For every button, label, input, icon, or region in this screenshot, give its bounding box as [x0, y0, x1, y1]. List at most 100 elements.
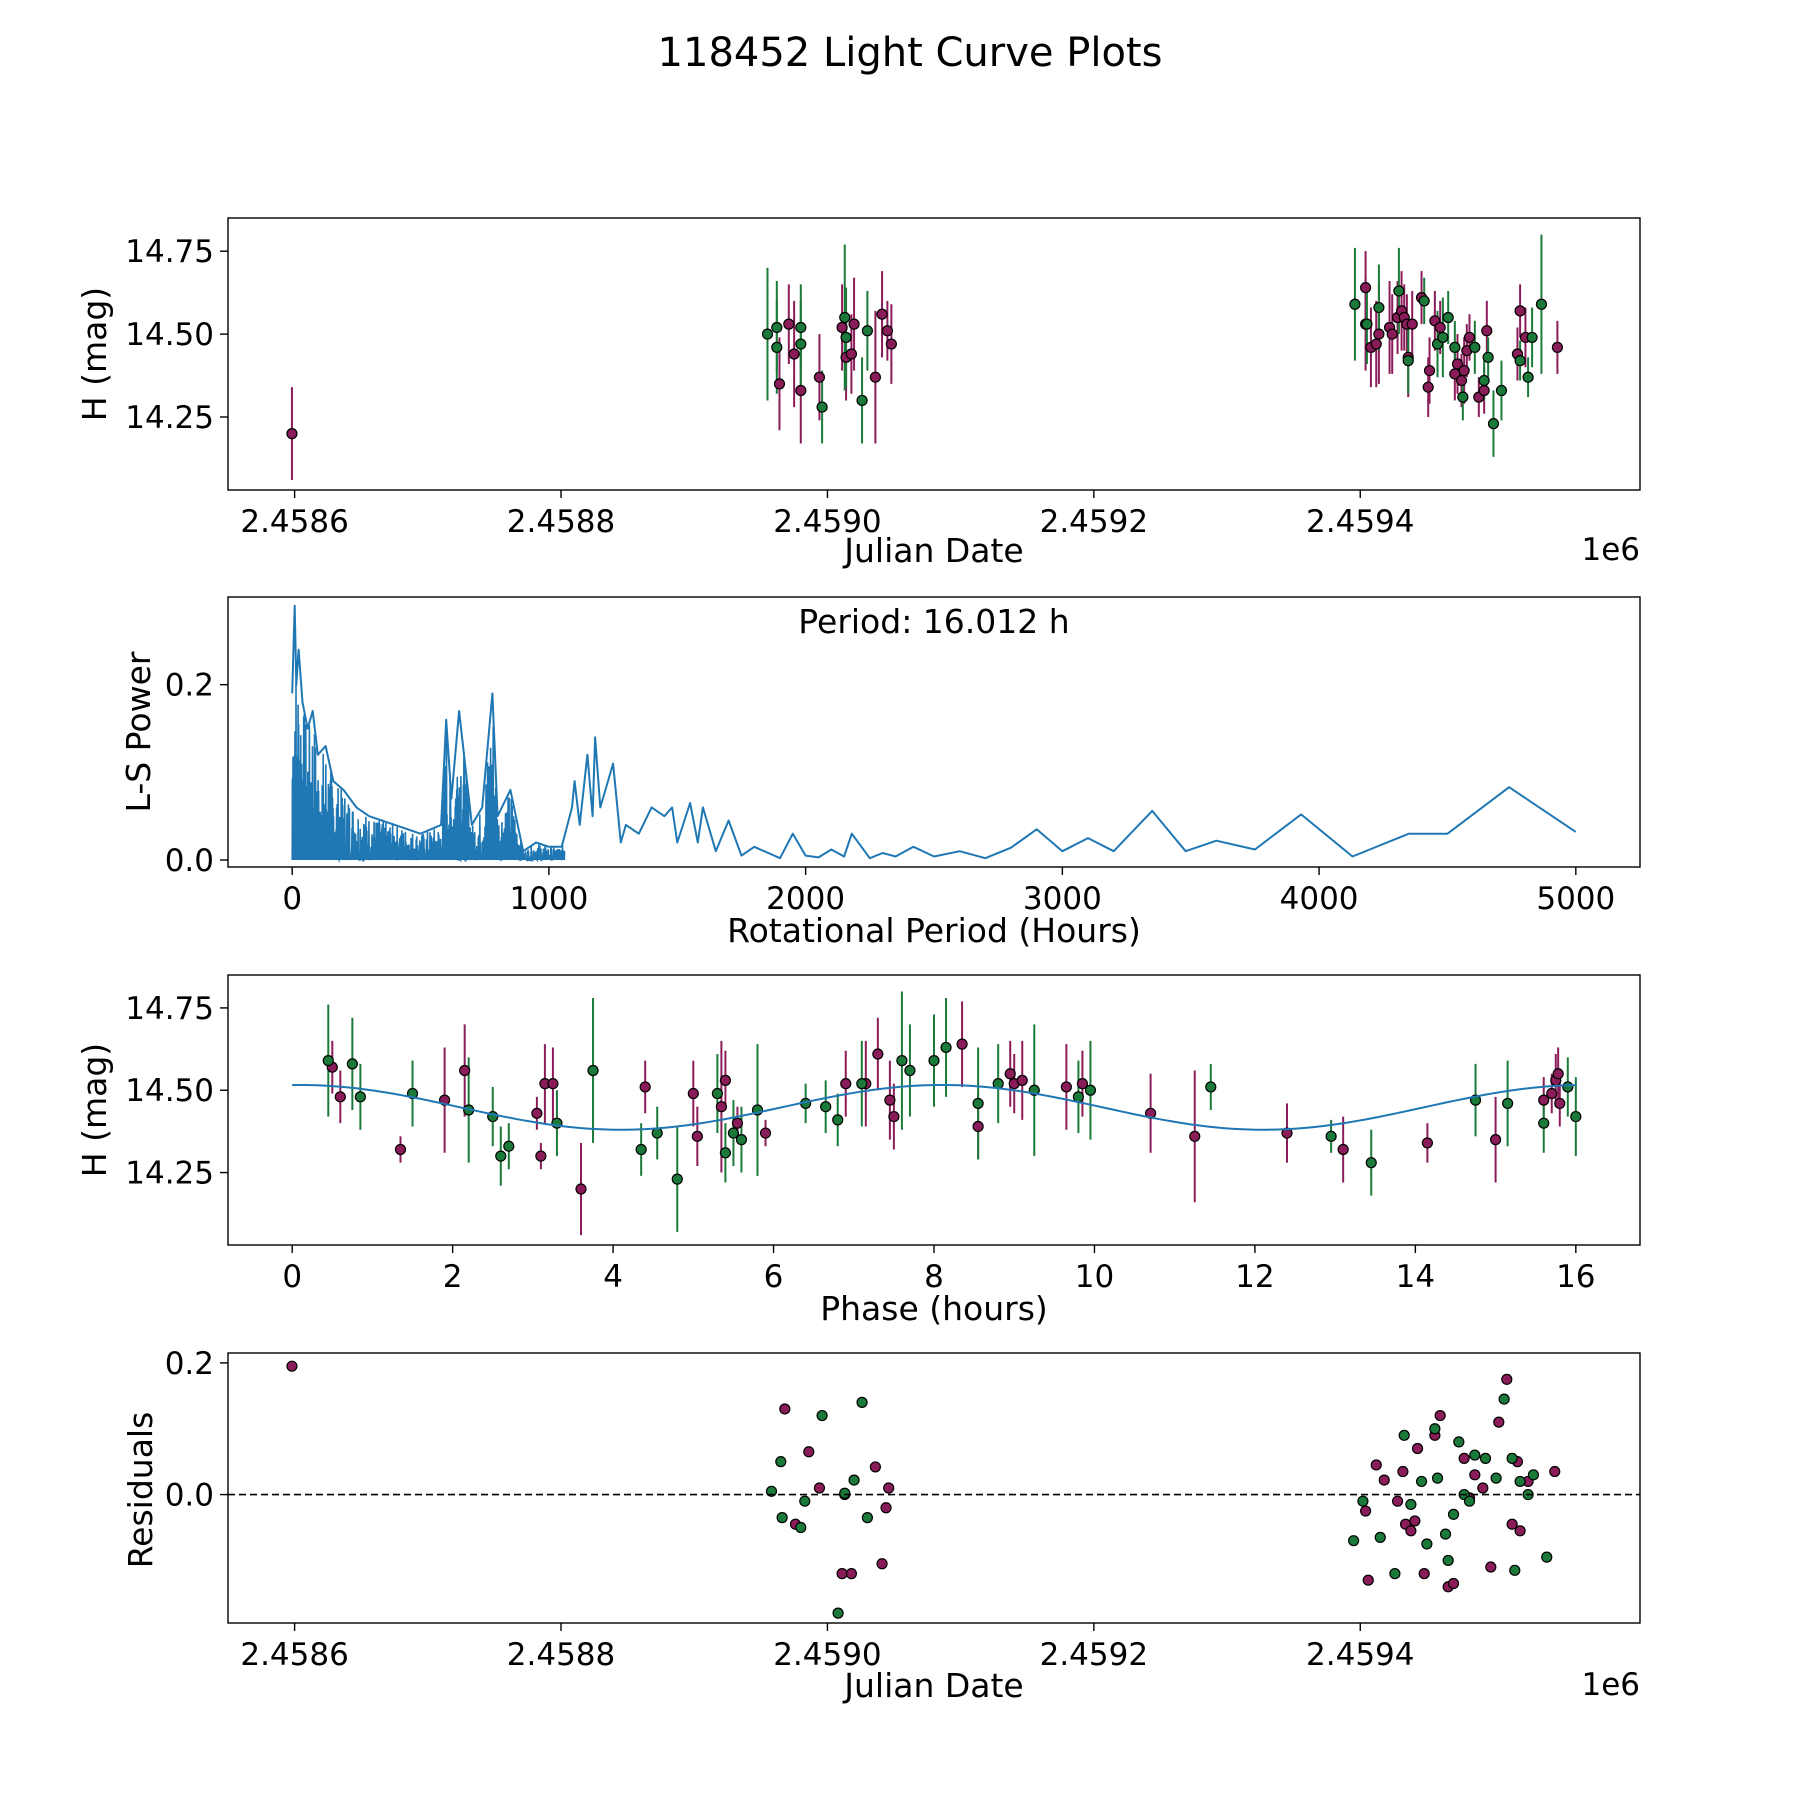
data-point	[1423, 364, 1436, 377]
data-point	[1562, 1081, 1574, 1093]
data-point	[587, 1064, 599, 1077]
data-point	[1076, 1078, 1089, 1090]
figure-title: 118452 Light Curve Plots	[658, 30, 1163, 76]
data-point	[1469, 1449, 1481, 1461]
data-point	[795, 338, 807, 350]
data-point	[896, 1055, 908, 1067]
data-point	[1453, 1436, 1465, 1448]
data-point	[1362, 1574, 1374, 1586]
data-point	[1421, 1538, 1433, 1550]
data-point	[1535, 298, 1548, 310]
data-point	[286, 428, 298, 440]
data-point	[1478, 384, 1490, 397]
data-point	[832, 1114, 844, 1126]
y-tick-label: 14.25	[125, 1156, 214, 1192]
data-point	[1485, 1561, 1497, 1573]
periodogram-marks	[291, 604, 1577, 863]
data-point	[459, 1064, 471, 1077]
data-point	[1337, 1143, 1349, 1156]
periodogram-xlabel: Rotational Period (Hours)	[727, 911, 1141, 950]
data-point	[1490, 1472, 1502, 1484]
y-tick-label: 14.50	[125, 317, 214, 353]
data-point	[872, 1048, 884, 1060]
data-point	[771, 321, 783, 334]
data-point	[856, 1078, 868, 1090]
data-point	[1370, 1459, 1382, 1471]
data-point	[346, 1058, 358, 1070]
y-tick-label: 0.0	[165, 843, 214, 879]
data-point	[795, 321, 807, 334]
x-tick-label: 14	[1396, 1259, 1435, 1295]
data-point	[1538, 1117, 1550, 1129]
data-point	[1469, 1469, 1481, 1481]
periodogram-ylabel: L-S Power	[119, 651, 158, 812]
data-point	[1398, 1429, 1410, 1441]
data-point	[1451, 358, 1464, 370]
data-point	[1348, 1535, 1360, 1547]
data-point	[1434, 321, 1446, 334]
data-point	[1541, 1551, 1553, 1563]
data-point	[869, 1461, 881, 1473]
data-point	[1458, 364, 1470, 377]
data-point	[1409, 1515, 1421, 1527]
data-point	[1479, 1452, 1492, 1464]
x-tick-label: 0	[282, 881, 302, 917]
data-point	[531, 1107, 543, 1119]
data-point	[1084, 1084, 1097, 1096]
data-point	[635, 1143, 647, 1156]
data-point	[1378, 1474, 1390, 1486]
x-tick-label: 10	[1075, 1259, 1114, 1295]
data-point	[1325, 1130, 1337, 1142]
data-point	[1514, 1475, 1526, 1488]
data-point	[799, 1495, 811, 1507]
data-point	[1422, 381, 1434, 393]
data-point	[1489, 1134, 1502, 1146]
data-point	[1397, 1465, 1409, 1478]
data-point	[884, 1094, 896, 1106]
data-point	[334, 1091, 346, 1103]
data-point	[1406, 318, 1418, 330]
data-point	[687, 1087, 699, 1100]
data-point	[1493, 1416, 1505, 1428]
periodogram-line	[291, 604, 1577, 860]
x-tick-label: 2.4590	[773, 1637, 881, 1673]
period-annotation: Period: 16.012 h	[798, 602, 1069, 641]
data-point	[776, 1512, 788, 1524]
data-point	[1386, 328, 1398, 340]
data-point	[1411, 1442, 1424, 1455]
data-point	[719, 1147, 732, 1159]
data-point	[904, 1064, 916, 1077]
x-tick-label: 4000	[1280, 881, 1359, 917]
data-point	[731, 1117, 744, 1129]
x-tick-label: 8	[924, 1259, 944, 1295]
residuals-marks	[228, 1360, 1640, 1619]
data-point	[1359, 1505, 1372, 1517]
x-tick-label: 3000	[1023, 881, 1102, 917]
data-point	[1434, 1409, 1446, 1422]
phase-folded-marks	[292, 991, 1582, 1236]
data-point	[575, 1183, 587, 1195]
panel-residuals: 2.4586 2.4588 2.4590 2.4592 2.4594 0.0 0.2 Jul…	[121, 1346, 1641, 1705]
data-point	[1365, 1157, 1377, 1169]
x-tick-label: 2000	[766, 881, 845, 917]
data-point	[972, 1120, 984, 1133]
y-tick-label: 0.2	[165, 1346, 214, 1382]
x-tick-label: 2.4586	[240, 504, 348, 540]
data-point	[1205, 1081, 1217, 1093]
x-tick-label: 5000	[1536, 881, 1615, 917]
data-point	[820, 1101, 832, 1113]
data-point	[1495, 384, 1508, 397]
x-tick-label: 2.4594	[1306, 1637, 1414, 1673]
data-point	[1526, 331, 1538, 344]
data-point	[1437, 331, 1449, 344]
data-point	[848, 318, 860, 330]
data-point	[839, 1487, 851, 1499]
data-point	[1189, 1130, 1201, 1142]
y-tick-label: 14.75	[125, 234, 214, 270]
data-point	[1501, 1373, 1513, 1385]
x-tick-label: 2.4588	[507, 1637, 615, 1673]
y-tick-label: 14.50	[125, 1073, 214, 1109]
residuals-ylabel: Residuals	[121, 1412, 160, 1569]
data-point	[495, 1150, 507, 1162]
data-point	[773, 378, 786, 390]
